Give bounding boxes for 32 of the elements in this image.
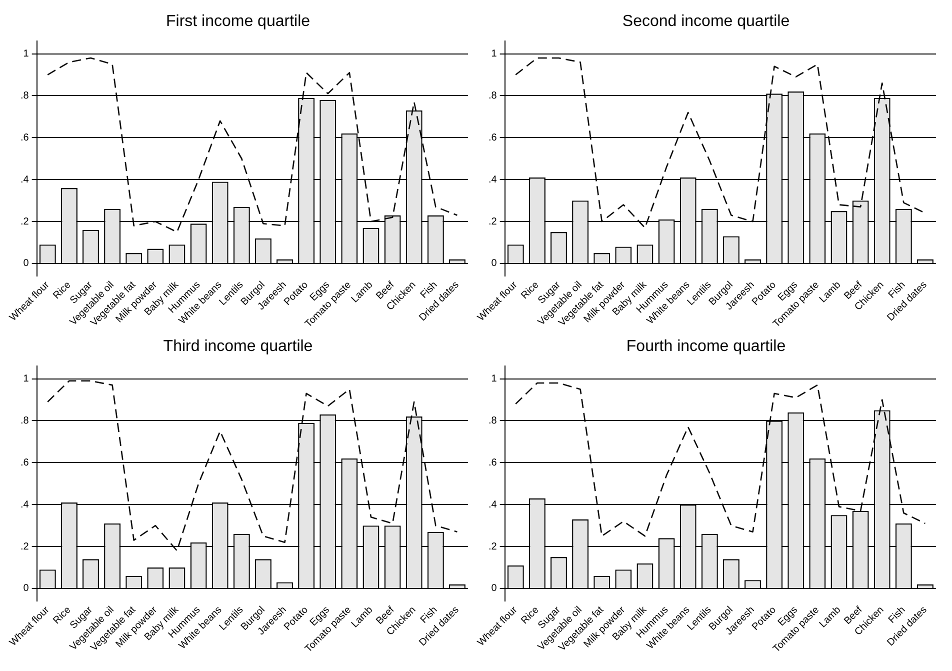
y-tick-label: .6 bbox=[20, 457, 30, 468]
y-tick-label: .2 bbox=[488, 541, 498, 552]
y-tick-label: .8 bbox=[488, 415, 498, 426]
y-tick-label: .4 bbox=[20, 174, 30, 186]
y-tick-label: .8 bbox=[488, 90, 498, 102]
chart-title: First income quartile bbox=[166, 13, 310, 30]
x-tick-label: Fish bbox=[886, 604, 908, 626]
y-tick-label: .8 bbox=[20, 415, 30, 426]
y-tick-label: .6 bbox=[488, 132, 498, 144]
x-tick-label: Fish bbox=[418, 280, 440, 301]
x-tick-label: Fish bbox=[886, 280, 908, 301]
x-tick-label: Fish bbox=[418, 604, 440, 626]
y-tick-label: .4 bbox=[20, 499, 30, 510]
chart-title: Third income quartile bbox=[163, 338, 313, 356]
y-tick-label: 1 bbox=[23, 374, 30, 385]
y-tick-label: .6 bbox=[20, 132, 30, 144]
y-tick-label: 0 bbox=[491, 258, 498, 270]
chart-title: Fourth income quartile bbox=[626, 338, 786, 356]
y-tick-label: .4 bbox=[488, 499, 498, 510]
y-tick-label: .8 bbox=[20, 90, 30, 102]
y-tick-label: .4 bbox=[488, 174, 498, 186]
chart-title: Second income quartile bbox=[622, 13, 790, 30]
y-tick-label: 0 bbox=[23, 258, 30, 270]
y-tick-label: .6 bbox=[488, 457, 498, 468]
y-tick-label: .2 bbox=[20, 216, 30, 228]
y-tick-label: .2 bbox=[488, 216, 498, 228]
y-tick-label: .2 bbox=[20, 541, 30, 552]
y-tick-label: 1 bbox=[491, 374, 498, 385]
y-tick-label: 0 bbox=[491, 583, 498, 594]
y-tick-label: 1 bbox=[491, 48, 498, 60]
y-tick-label: 1 bbox=[23, 48, 30, 60]
y-tick-label: 0 bbox=[23, 583, 30, 594]
